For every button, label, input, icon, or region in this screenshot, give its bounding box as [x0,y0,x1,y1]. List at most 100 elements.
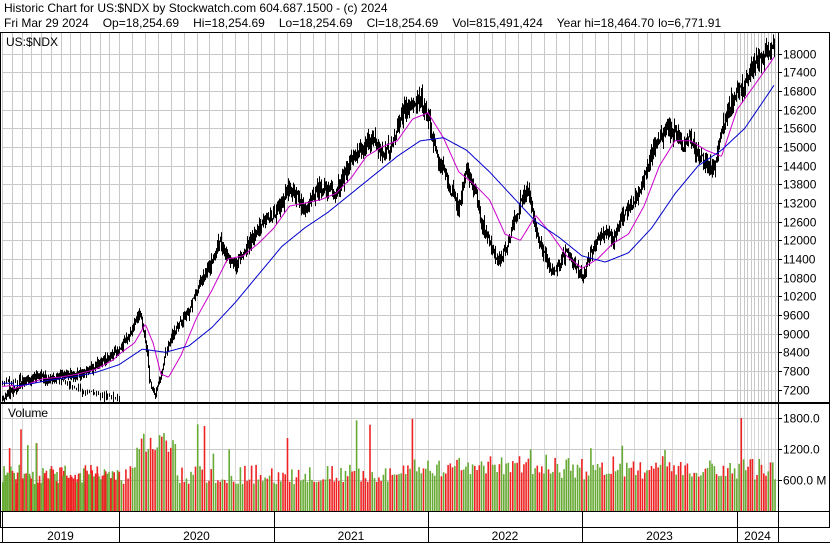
volume-bar [88,474,90,511]
volume-bar [774,479,776,511]
volume-bar [221,479,224,511]
volume-bar [758,459,761,511]
volume-bar [134,467,136,511]
volume-bar [603,474,606,511]
volume-bar [471,464,474,511]
volume-bar [382,474,385,511]
volume-bar [731,473,734,511]
volume-bar [183,482,186,511]
volume-bar [140,438,143,511]
volume-bar [360,481,362,511]
x-tick-label: 2019 [47,529,74,543]
volume-bar [91,470,93,511]
volume-bar [226,483,228,511]
volume-bar [23,473,26,511]
volume-bar [648,470,651,511]
volume-bar [422,468,425,511]
volume-bar [404,474,407,511]
volume-bar [217,480,219,511]
volume-bar [172,440,174,511]
volume-bar [518,456,521,511]
volume-bar [154,450,156,511]
volume-bar [136,447,138,511]
volume-bar [688,473,691,511]
volume-bar [534,468,536,511]
volume-bar [581,459,583,511]
volume-bar [445,473,447,511]
volume-bar [324,479,327,511]
chart-title: Historic Chart for US:$NDX by Stockwatch… [4,1,388,15]
volume-bar [268,475,271,511]
volume-bar [284,474,286,511]
volume-bar [578,467,581,511]
price-tick-label: 9000 [783,328,810,342]
volume-bar [259,475,262,511]
x-tick-label: 2021 [338,529,365,543]
volume-bar [679,462,682,511]
volume-bar [387,481,389,511]
volume-bar [66,475,68,511]
volume-bar [653,468,655,511]
volume-bar [33,484,36,511]
volume-bar [738,463,740,511]
price-panel-label: US:$NDX [6,35,58,49]
volume-bar [244,465,246,511]
volume-bar [617,469,619,511]
volume-bar [706,467,709,511]
volume-bar [246,480,248,511]
volume-bar [362,471,365,511]
volume-bar [297,469,300,511]
volume-bar [315,482,318,511]
volume-bar [538,472,541,511]
volume-bar [763,473,765,511]
volume-bar [235,483,237,511]
volume-bar [349,464,351,511]
quote-year-low: lo=6,771.91 [658,16,722,30]
volume-bar [125,469,127,511]
volume-bar [608,473,610,511]
volume-bar [77,473,80,511]
volume-bar [529,449,532,511]
price-tick-label: 9600 [783,309,810,323]
volume-bar [212,453,215,511]
volume-bar [720,475,722,511]
volume-bar [21,478,24,511]
volume-bar [302,479,304,511]
volume-bar [74,474,76,511]
volume-bar [2,482,4,511]
price-tick-label: 15000 [783,141,817,155]
volume-bar [342,482,344,511]
volume-bar [558,472,561,511]
volume-bar [57,482,60,511]
volume-bar [772,462,774,511]
volume-bar [704,468,707,511]
volume-bar [724,476,727,511]
volume-bar [271,468,273,511]
volume-bar [241,483,244,511]
volume-bar [567,458,570,511]
price-tick-label: 10800 [783,272,817,286]
volume-bar [165,440,168,511]
volume-bar [436,464,438,511]
volume-bar [127,478,129,511]
volume-bar [67,477,70,511]
volume-bar [82,468,85,511]
volume-bar [223,479,226,511]
volume-bar [351,471,353,511]
volume-bar [440,476,443,511]
volume-bar [765,475,767,511]
volume-bar [239,467,242,511]
volume-bar [561,477,563,511]
volume-bar [695,472,698,511]
volume-bar [507,462,510,511]
volume-bar [480,461,483,511]
volume-bar [503,474,505,511]
volume-bar [767,471,770,511]
volume-bar [313,481,315,511]
volume-bar [199,466,201,511]
quote-volume: Vol=815,491,424 [452,16,543,30]
volume-bar [409,468,411,511]
volume-bar [20,429,22,511]
volume-bar [500,457,503,511]
